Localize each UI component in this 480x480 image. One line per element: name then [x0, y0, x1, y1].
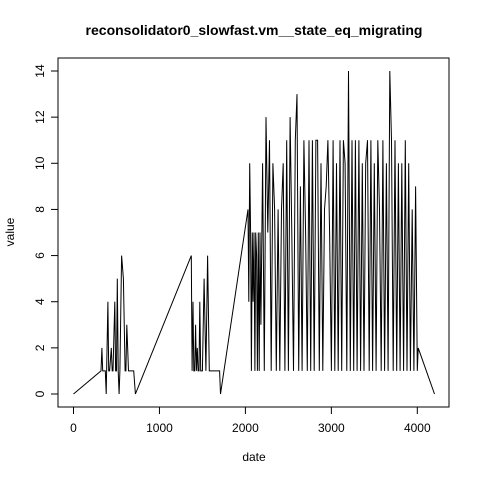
- x-tick-label: 4000: [404, 421, 431, 435]
- y-tick-label: 6: [33, 252, 47, 259]
- y-axis-label: value: [3, 217, 17, 246]
- y-tick-label: 12: [33, 110, 47, 124]
- x-tick-label: 1000: [146, 421, 173, 435]
- y-tick-label: 10: [33, 156, 47, 170]
- y-tick-label: 0: [33, 390, 47, 397]
- y-tick-label: 2: [33, 344, 47, 351]
- y-axis: 0 2 4 6 8 10 12 14: [33, 64, 59, 397]
- x-tick-label: 3000: [318, 421, 345, 435]
- y-tick-label: 14: [33, 64, 47, 78]
- x-axis: 0 1000 2000 3000 4000: [70, 406, 431, 435]
- y-tick-label: 4: [33, 298, 47, 305]
- x-tick-label: 0: [70, 421, 77, 435]
- x-axis-label: date: [242, 450, 266, 464]
- series-line: [73, 70, 435, 395]
- y-tick-label: 8: [33, 206, 47, 213]
- x-tick-label: 2000: [232, 421, 259, 435]
- chart-title: reconsolidator0_slowfast.vm__state_eq_mi…: [86, 22, 423, 38]
